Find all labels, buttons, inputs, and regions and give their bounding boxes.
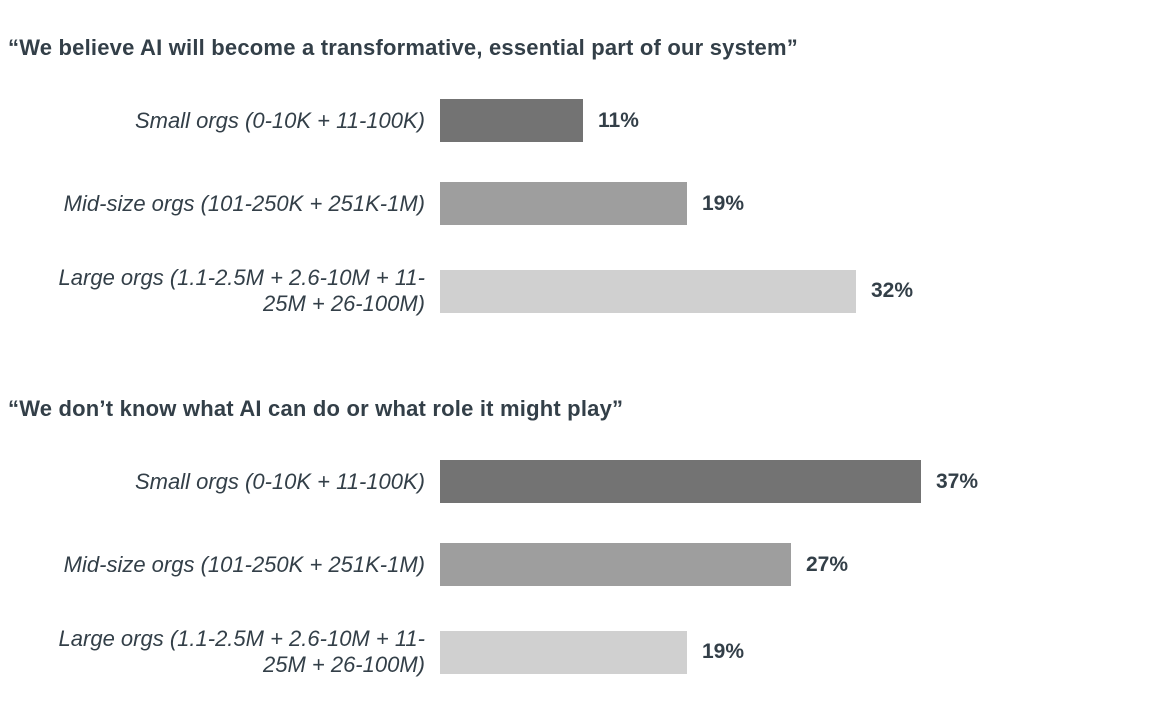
bar-row: Mid-size orgs (101-250K + 251K-1M) 27% bbox=[0, 543, 1152, 586]
bar-row: Large orgs (1.1-2.5M + 2.6-10M + 11-25M … bbox=[0, 265, 1152, 317]
bar-row: Small orgs (0-10K + 11-100K) 11% bbox=[0, 99, 1152, 142]
bar bbox=[440, 99, 583, 142]
bar-value-label: 37% bbox=[936, 469, 979, 493]
bar bbox=[440, 630, 687, 674]
chart-dont-know-ai: “We don’t know what AI can do or what ro… bbox=[0, 395, 1152, 678]
chart-title: “We believe AI will become a transformat… bbox=[8, 35, 798, 60]
bar-row: Large orgs (1.1-2.5M + 2.6-10M + 11-25M … bbox=[0, 626, 1152, 678]
bar bbox=[440, 460, 921, 503]
bar-value-label: 19% bbox=[702, 640, 745, 663]
bar-rows: Small orgs (0-10K + 11-100K) 37% Mid-size … bbox=[0, 460, 1152, 678]
chart-title: “We don’t know what AI can do or what ro… bbox=[8, 396, 624, 421]
bar-row: Mid-size orgs (101-250K + 251K-1M) 19% bbox=[0, 182, 1152, 225]
bar bbox=[440, 182, 687, 225]
bar-row: Small orgs (0-10K + 11-100K) 37% bbox=[0, 460, 1152, 503]
bar-value-label: 32% bbox=[871, 279, 914, 302]
bar-category-label: Small orgs (0-10K + 11-100K) bbox=[134, 107, 425, 133]
bar-category-label: Mid-size orgs (101-250K + 251K-1M) bbox=[63, 551, 425, 577]
bar-value-label: 11% bbox=[598, 108, 639, 132]
bar-category-label: Mid-size orgs (101-250K + 251K-1M) bbox=[63, 190, 425, 216]
bar bbox=[440, 269, 856, 313]
bar-category-label: Large orgs (1.1-2.5M + 2.6-10M + 11-25M … bbox=[58, 265, 425, 316]
bar-value-label: 27% bbox=[806, 552, 849, 576]
bar-category-label: Large orgs (1.1-2.5M + 2.6-10M + 11-25M … bbox=[58, 626, 425, 677]
chart-believe-ai: “We believe AI will become a transformat… bbox=[0, 34, 1152, 317]
bar bbox=[440, 543, 791, 586]
bar-rows: Small orgs (0-10K + 11-100K) 11% Mid-size … bbox=[0, 99, 1152, 317]
bar-category-label: Small orgs (0-10K + 11-100K) bbox=[134, 468, 425, 494]
bar-value-label: 19% bbox=[702, 191, 745, 215]
